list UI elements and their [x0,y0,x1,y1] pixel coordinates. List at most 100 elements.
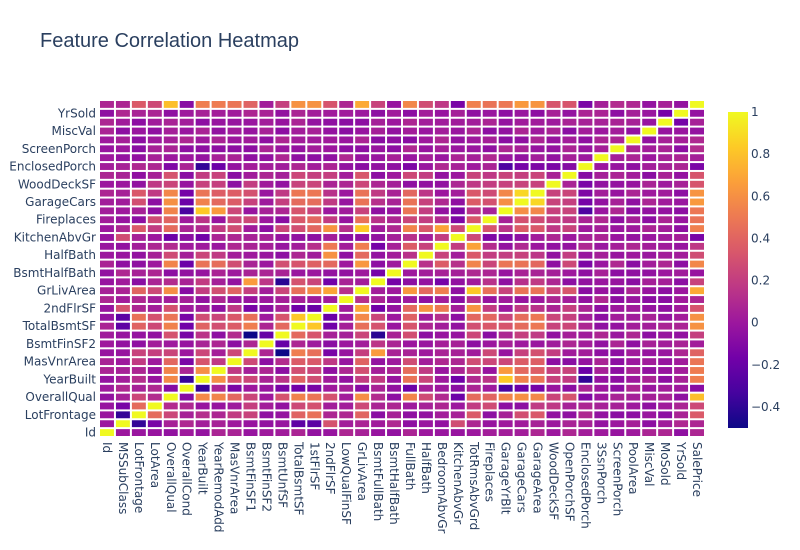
heatmap-cell [482,180,497,188]
heatmap-cell [498,411,513,419]
heatmap-cell [514,375,529,383]
heatmap-cell [259,375,274,383]
heatmap-cell [642,313,657,321]
heatmap-cell [578,136,593,144]
heatmap-cell [227,349,242,357]
heatmap-cell [307,198,322,206]
heatmap-cell [259,242,274,250]
heatmap-cell [115,109,130,117]
heatmap-cell [147,322,162,330]
heatmap-cell [147,384,162,392]
heatmap-cell [307,136,322,144]
heatmap-cell [530,234,545,241]
heatmap-cell [163,225,178,233]
heatmap-cell [562,154,577,162]
heatmap-cell [355,393,370,401]
heatmap-cell [658,296,673,303]
heatmap-cell [658,216,673,224]
heatmap-cell [323,145,338,153]
heatmap-cell [530,375,545,383]
heatmap-cell [562,163,577,170]
heatmap-cell [323,402,338,410]
heatmap-cell [291,349,306,357]
x-tick-label: LowQualFinSF [339,442,353,525]
heatmap-cell [100,349,114,357]
heatmap-cell [307,393,322,401]
y-tick-label: ScreenPorch [22,142,96,156]
heatmap-cell [307,269,322,277]
heatmap-cell [642,234,657,241]
heatmap-cell [195,154,210,162]
heatmap-cell [578,420,593,428]
heatmap-cell [546,269,561,277]
heatmap-cell [131,420,146,428]
y-tick-label: Id [85,426,96,440]
heatmap-cell [674,118,689,126]
heatmap-cell [339,242,354,250]
heatmap-cell [434,340,449,348]
heatmap-cell [115,304,130,312]
heatmap-cell [371,198,386,206]
heatmap-cell [275,163,290,170]
heatmap-cell [339,234,354,241]
heatmap-cell [275,260,290,268]
heatmap-cell [562,393,577,401]
heatmap-cell [418,429,433,436]
heatmap-cell [434,278,449,286]
heatmap-cell [562,429,577,436]
heatmap-cell [211,411,226,419]
heatmap-cell [403,189,417,197]
heatmap-cell [227,269,242,277]
heatmap-cell [227,411,242,419]
heatmap-cell [211,207,226,215]
heatmap-cell [371,225,386,233]
heatmap-cell [387,402,401,410]
heatmap-cell [115,207,130,215]
heatmap-cell [498,198,513,206]
heatmap-cell [498,145,513,153]
heatmap-cell [163,198,178,206]
heatmap-cell [578,207,593,215]
heatmap-cell [434,331,449,339]
heatmap-cell [562,109,577,117]
heatmap-cell [227,118,242,126]
heatmap-cell [339,171,354,179]
heatmap-cell [291,145,306,153]
heatmap-cell [403,384,417,392]
heatmap-cell [450,154,465,162]
heatmap-cell [179,225,194,233]
heatmap-cell [626,154,641,162]
heatmap-cell [387,411,401,419]
heatmap-cell [403,296,417,303]
heatmap-cell [227,322,242,330]
heatmap-cell [371,358,386,366]
heatmap-cell [115,260,130,268]
heatmap-cell [466,136,481,144]
heatmap-cell [195,358,210,366]
heatmap-cell [243,287,258,295]
heatmap-cell [450,136,465,144]
heatmap-cell [530,180,545,188]
heatmap-cell [163,189,178,197]
heatmap-cell [291,180,306,188]
heatmap-cell [355,154,370,162]
heatmap-cell [275,198,290,206]
heatmap-cell [100,411,114,419]
heatmap-cell [307,118,322,126]
heatmap-cell [259,163,274,170]
heatmap-cell [498,367,513,374]
heatmap-cell [578,278,593,286]
heatmap-cell [307,331,322,339]
heatmap-cell [642,287,657,295]
heatmap-cell [594,340,609,348]
heatmap-cell [195,384,210,392]
heatmap-cell [179,340,194,348]
heatmap-cell [466,402,481,410]
heatmap-cell [131,127,146,135]
heatmap-cell [450,340,465,348]
heatmap-cell [147,198,162,206]
heatmap-cell [227,163,242,170]
heatmap-cell [243,260,258,268]
heatmap-cell [371,136,386,144]
heatmap-cell [690,189,704,197]
